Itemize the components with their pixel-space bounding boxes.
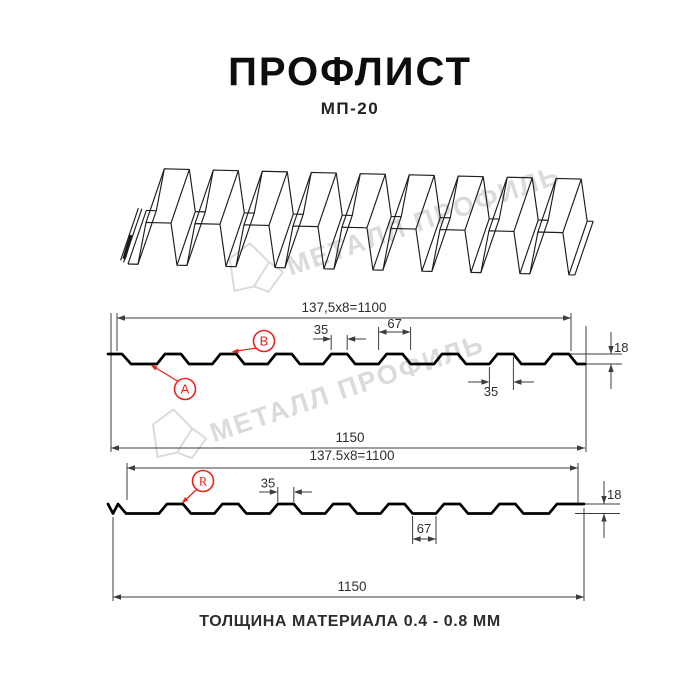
sheet-3d-corrugation-edge bbox=[194, 169, 214, 224]
dim-label-working-width: 137.5x8=1100 bbox=[310, 448, 395, 463]
sheet-3d-corrugation-edge bbox=[341, 173, 361, 228]
profile-model-subtitle: МП-20 bbox=[320, 99, 380, 118]
sheet-3d-corrugation-edge bbox=[574, 221, 594, 276]
dim-arrowhead bbox=[601, 496, 607, 504]
marker-a-label: A bbox=[181, 382, 190, 397]
sheet-3d-corrugation-edge bbox=[145, 168, 165, 223]
sheet-3d-back-profile bbox=[146, 168, 594, 222]
cross-section-bottom: 137.5x8=1100 35 67 18 1150 R bbox=[106, 448, 621, 601]
dim-arrowhead bbox=[127, 465, 135, 471]
sheet-3d-corrugation-edge bbox=[235, 212, 255, 267]
marker-a-arrowhead bbox=[150, 364, 158, 371]
sheet-3d-corrugation-edge bbox=[390, 174, 410, 229]
dim-arrowhead bbox=[570, 465, 578, 471]
material-thickness-note: ТОЛЩИНА МАТЕРИАЛА 0.4 - 0.8 ММ bbox=[199, 613, 501, 630]
dim-arrowhead bbox=[113, 594, 121, 600]
dim-label-overall-width: 1150 bbox=[337, 579, 366, 594]
sheet-3d-corrugation-edge bbox=[127, 210, 147, 265]
sheet-3d-corrugation-edge bbox=[382, 216, 402, 271]
dim-arrowhead bbox=[269, 489, 278, 495]
sheet-3d-corrugation-edge bbox=[333, 215, 353, 270]
profile-outline-front bbox=[106, 352, 587, 366]
marker-a-circle bbox=[173, 377, 197, 401]
dim-label-rib-base: 67 bbox=[387, 316, 401, 331]
sheet-3d-corrugation-edge bbox=[176, 211, 196, 266]
sheet-3d-corrugation-edge bbox=[186, 211, 206, 266]
sheet-3d-corrugation-edge bbox=[431, 217, 451, 272]
dim-arrowhead bbox=[608, 364, 614, 372]
sheet-3d-corrugation-edge bbox=[529, 220, 549, 275]
sheet-3d-corrugation-edge bbox=[513, 177, 533, 232]
dim-label-groove: 67 bbox=[417, 521, 431, 536]
metall-profil-logo-icon bbox=[228, 242, 284, 293]
dim-arrowhead bbox=[402, 329, 411, 335]
sheet-3d-corrugation-edge bbox=[317, 172, 337, 227]
marker-b-circle bbox=[252, 329, 276, 353]
dim-arrowhead bbox=[513, 379, 522, 385]
dim-arrowhead bbox=[111, 445, 119, 451]
profile-3d-view bbox=[120, 168, 594, 276]
marker-r-arrowhead bbox=[181, 497, 189, 504]
sheet-3d-corrugation-edge bbox=[366, 174, 386, 229]
dim-arrowhead bbox=[576, 594, 584, 600]
sheet-3d-corrugation-edge bbox=[470, 218, 490, 273]
dim-arrowhead bbox=[293, 489, 302, 495]
sheet-3d-corrugation-edge bbox=[568, 221, 588, 275]
dim-arrowhead bbox=[347, 336, 356, 342]
sheet-3d-corrugation-edge bbox=[137, 210, 157, 265]
dim-label-rib-top: 35 bbox=[261, 476, 275, 491]
sheet-3d-corrugation-edge bbox=[284, 214, 304, 269]
dim-arrowhead bbox=[428, 536, 436, 542]
marker-a-leader bbox=[152, 365, 178, 382]
metall-profil-logo-icon bbox=[152, 408, 208, 460]
sheet-3d-corrugation-edge bbox=[274, 213, 294, 268]
dim-label-working-width: 137,5x8=1100 bbox=[302, 300, 387, 315]
dim-label-height: 18 bbox=[607, 487, 621, 502]
dim-label-overall-width: 1150 bbox=[335, 430, 364, 445]
dim-arrowhead bbox=[608, 346, 614, 354]
dim-arrowhead bbox=[412, 536, 421, 542]
sheet-3d-corrugation-edge bbox=[415, 175, 435, 230]
sheet-3d-cut-edge bbox=[120, 208, 139, 261]
dim-arrowhead bbox=[601, 513, 607, 522]
sheet-3d-corrugation-edge bbox=[488, 177, 508, 231]
sheet-3d-corrugation-edge bbox=[372, 216, 392, 271]
marker-b-arrowhead bbox=[231, 348, 239, 354]
sheet-3d-corrugation-edge bbox=[519, 219, 539, 274]
sheet-3d-corrugation-edge bbox=[537, 178, 557, 233]
dim-arrowhead bbox=[323, 336, 332, 342]
dim-label-height: 18 bbox=[614, 340, 628, 355]
sheet-3d-corrugation-edge bbox=[562, 178, 582, 233]
sheet-3d-corrugation-edge bbox=[170, 169, 190, 224]
marker-r-label: R bbox=[199, 475, 208, 489]
sheet-3d-corrugation-edge bbox=[421, 217, 441, 272]
marker-r-circle bbox=[191, 469, 215, 493]
dim-arrowhead bbox=[378, 329, 387, 335]
dim-label-rib-top: 35 bbox=[314, 322, 328, 337]
sheet-3d-corrugation-edge bbox=[480, 218, 500, 273]
marker-b-label: B bbox=[260, 334, 269, 349]
dim-label-edge-rib: 35 bbox=[484, 384, 498, 399]
sheet-3d-corrugation-edge bbox=[268, 171, 288, 226]
sheet-3d-corrugation-edge bbox=[323, 215, 343, 269]
dim-arrowhead bbox=[481, 379, 490, 385]
sheet-3d-corrugation-edge bbox=[439, 175, 459, 230]
page-title: ПРОФЛИСТ bbox=[228, 50, 472, 94]
sheet-3d-front-profile bbox=[127, 221, 575, 276]
dim-arrowhead bbox=[563, 315, 571, 321]
sheet-3d-corrugation-edge bbox=[464, 176, 484, 231]
dim-arrowhead bbox=[117, 315, 125, 321]
sheet-3d-corrugation-edge bbox=[243, 171, 263, 226]
sheet-3d-corrugation-edge bbox=[292, 172, 312, 227]
profile-outline-reverse bbox=[106, 502, 586, 515]
dim-arrowhead bbox=[577, 445, 585, 451]
sheet-3d-corrugation-edge bbox=[219, 170, 239, 225]
sheet-3d-corrugation-edge bbox=[225, 212, 245, 267]
cross-section-top: 137,5x8=1100 35 67 35 18 1150 B A bbox=[106, 300, 628, 452]
sheet-3d-cut-mark bbox=[122, 234, 133, 260]
